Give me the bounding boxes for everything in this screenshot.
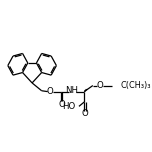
Text: NH: NH xyxy=(66,86,79,95)
Text: C(CH₃)₃: C(CH₃)₃ xyxy=(121,81,151,90)
Text: O: O xyxy=(58,100,65,109)
Text: O: O xyxy=(82,109,88,118)
Text: O: O xyxy=(96,81,103,90)
Text: O: O xyxy=(47,87,54,96)
Text: HO: HO xyxy=(62,102,76,111)
